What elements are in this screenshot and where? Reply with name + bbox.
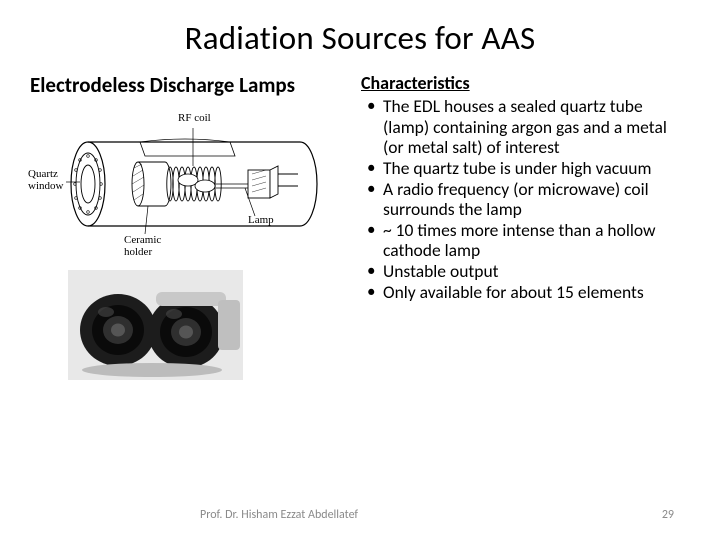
left-column: Electrodeless Discharge Lamps	[30, 72, 355, 380]
edl-diagram: RF coil Quartz window Lamp Ceramic holde…	[30, 106, 350, 266]
char-item: Only available for about 15 elements	[361, 282, 690, 303]
slide-footer: Prof. Dr. Hisham Ezzat Abdellatef 29	[0, 508, 720, 522]
content-columns: Electrodeless Discharge Lamps	[30, 72, 690, 380]
label-quartz-window: Quartz window	[28, 168, 68, 192]
char-item: A radio frequency (or microwave) coil su…	[361, 179, 690, 220]
characteristics-list: The EDL houses a sealed quartz tube (lam…	[361, 96, 690, 302]
subtitle: Electrodeless Discharge Lamps	[30, 72, 355, 98]
page-number: 29	[662, 508, 674, 522]
char-item: The quartz tube is under high vacuum	[361, 158, 690, 179]
right-column: Characteristics The EDL houses a sealed …	[361, 72, 690, 380]
diagram-svg	[30, 106, 350, 266]
characteristics-heading: Characteristics	[361, 72, 690, 94]
label-lamp: Lamp	[248, 214, 274, 226]
label-ceramic-holder: Ceramic holder	[124, 234, 174, 258]
slide-title: Radiation Sources for AAS	[30, 18, 690, 58]
slide-container: Radiation Sources for AAS Electrodeless …	[0, 0, 720, 540]
photo-svg	[68, 270, 243, 380]
char-item: The EDL houses a sealed quartz tube (lam…	[361, 96, 690, 158]
edl-photo	[68, 270, 243, 380]
footer-author: Prof. Dr. Hisham Ezzat Abdellatef	[200, 508, 358, 522]
char-item: Unstable output	[361, 261, 690, 282]
char-item: ~ 10 times more intense than a hollow ca…	[361, 220, 690, 261]
label-rf-coil: RF coil	[178, 112, 211, 124]
